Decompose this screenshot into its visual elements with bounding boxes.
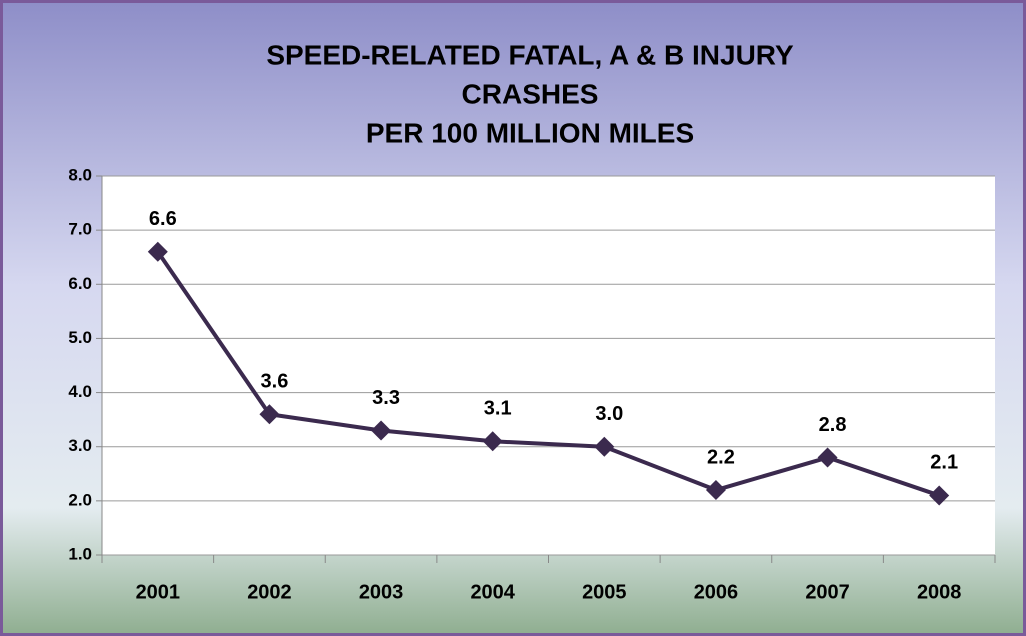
data-label: 3.3 [372,387,400,409]
plot-area [102,176,995,555]
y-tick-label: 6.0 [68,274,92,293]
y-tick-label: 7.0 [68,220,92,239]
x-tick-label: 2004 [470,581,515,603]
data-label: 3.6 [261,371,289,393]
x-tick-label: 2002 [247,581,292,603]
y-tick-label: 8.0 [68,165,92,184]
data-label: 2.2 [707,446,735,468]
x-tick-label: 2003 [359,581,404,603]
marker [705,480,726,501]
marker [482,431,503,452]
x-tick-label: 2001 [136,581,181,603]
y-tick-label: 1.0 [68,544,92,563]
x-tick-label: 2007 [805,581,850,603]
x-tick-label: 2008 [917,581,962,603]
data-label: 3.1 [484,398,512,420]
chart-title: PER 100 MILLION MILES [366,117,694,148]
marker [817,447,838,468]
marker [929,485,950,506]
marker [147,241,168,262]
data-label: 2.8 [819,414,847,436]
series-line [156,250,940,498]
y-tick-label: 4.0 [68,382,92,401]
marker [594,436,615,457]
y-tick-label: 3.0 [68,436,92,455]
marker [259,404,280,425]
chart-title: SPEED-RELATED FATAL, A & B INJURY [266,39,794,70]
y-tick-label: 5.0 [68,328,92,347]
y-tick-label: 2.0 [68,490,92,509]
data-label: 6.6 [149,208,177,230]
marker [371,420,392,441]
data-label: 2.1 [930,452,958,474]
x-tick-label: 2005 [582,581,627,603]
data-label: 3.0 [595,403,623,425]
chart-title: CRASHES [462,78,599,109]
x-tick-label: 2006 [694,581,739,603]
